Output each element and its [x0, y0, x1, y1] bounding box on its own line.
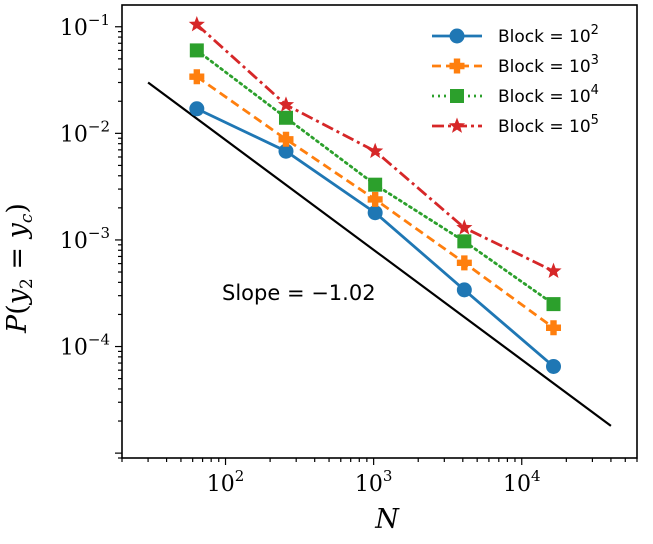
x-axis-label: N — [374, 504, 400, 535]
data-point — [278, 110, 293, 125]
data-point — [367, 142, 384, 159]
legend-marker — [450, 89, 464, 103]
data-point — [368, 177, 383, 192]
data-point — [188, 16, 205, 32]
data-point — [546, 297, 561, 312]
legend-marker — [448, 117, 466, 133]
data-point — [457, 234, 472, 249]
series-2 — [189, 69, 562, 336]
legend-marker — [449, 28, 465, 44]
y-tick-label: 10−1 — [60, 11, 110, 41]
data-point — [367, 205, 383, 221]
legend-label: Block = 102 — [498, 23, 599, 47]
legend-marker — [449, 58, 465, 74]
data-point — [189, 101, 205, 117]
data-point — [456, 255, 472, 271]
data-point — [456, 282, 472, 298]
plot-frame — [121, 4, 638, 459]
legend-entry: Block = 105 — [432, 113, 599, 137]
data-point — [278, 131, 294, 147]
legend-label: Block = 103 — [498, 53, 599, 77]
x-tick-label: 104 — [503, 467, 541, 497]
data-point — [367, 191, 383, 207]
series-4 — [188, 16, 562, 278]
legend-entry: Block = 103 — [432, 53, 599, 77]
data-point — [189, 69, 205, 85]
series-1 — [189, 101, 562, 374]
svg-text:P(y2 = yc): P(y2 = yc) — [2, 203, 37, 334]
ticks: 102 103 104 10−1 10−2 10−3 10−4 — [60, 11, 638, 497]
slope-annotation: Slope = −1.02 — [222, 281, 376, 305]
x-tick-label: 102 — [207, 467, 245, 497]
series-3 — [189, 43, 561, 312]
data-point — [545, 262, 562, 278]
data-point — [277, 96, 295, 112]
data-point — [546, 320, 562, 336]
legend-entry: Block = 102 — [432, 23, 599, 47]
slope-reference-line — [147, 81, 612, 427]
y-tick-label: 10−2 — [60, 117, 110, 147]
y-tick-label: 10−4 — [60, 331, 110, 361]
data-point — [189, 43, 204, 58]
x-tick-label: 103 — [355, 467, 393, 497]
data-point — [278, 143, 294, 159]
series-line — [195, 23, 555, 273]
legend: Block = 102 Block = 103 Block = 104 Block =… — [432, 23, 599, 137]
legend-label: Block = 104 — [498, 83, 599, 107]
legend-entry: Block = 104 — [432, 83, 599, 107]
data-point — [456, 219, 473, 235]
plot-content — [147, 16, 612, 427]
y-tick-label: 10−3 — [60, 224, 110, 254]
legend-label: Block = 105 — [498, 113, 599, 137]
y-axis-label: P(y2 = yc) — [2, 203, 37, 334]
data-point — [546, 358, 562, 374]
